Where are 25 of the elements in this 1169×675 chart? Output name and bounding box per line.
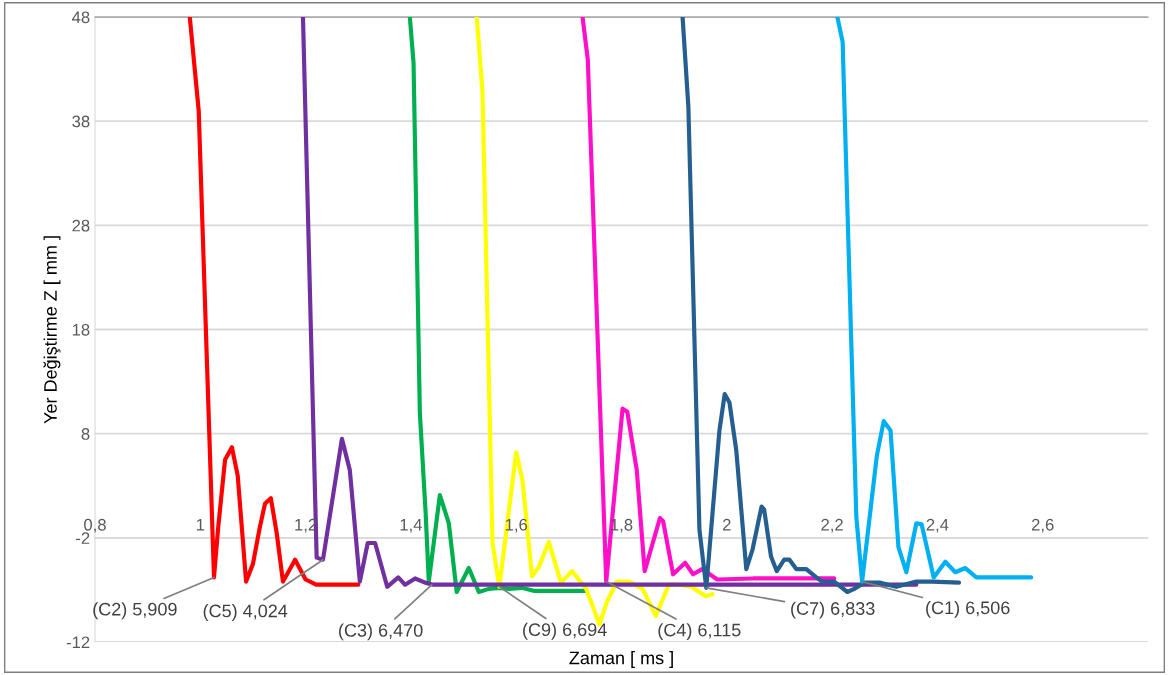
- x-axis-title: Zaman [ ms ]: [569, 651, 673, 668]
- x-tick-label: 2,6: [1031, 518, 1054, 533]
- annotation: (C1) 6,506: [926, 600, 1010, 618]
- line-series: [680, 17, 962, 595]
- x-tick-label: 1,4: [400, 519, 422, 533]
- annotation: (C9) 6,694: [523, 622, 607, 640]
- annotation: (C2) 5,909: [93, 602, 177, 620]
- annotation: (C5) 4,024: [203, 604, 288, 621]
- x-tick-label: 2: [723, 518, 731, 531]
- annotation: (C4) 6,115: [658, 623, 741, 640]
- y-tick-label: 38: [72, 115, 90, 128]
- x-tick-label: 2,4: [926, 518, 949, 533]
- annotation: (C3) 6,470: [339, 623, 423, 641]
- x-tick-label: 1: [196, 519, 205, 531]
- y-tick-label: -2: [76, 532, 90, 544]
- y-tick-label: 8: [81, 428, 90, 440]
- y-tick-label: -12: [66, 636, 90, 649]
- y-tick-label: 48: [71, 11, 90, 24]
- annotation: (C7) 6,833: [791, 601, 875, 619]
- y-axis-title: Yer Değiştirme Z [ mm ]: [43, 236, 61, 424]
- x-tick-label: 0,8: [84, 518, 106, 533]
- line-series: [187, 17, 361, 587]
- y-tick-label: 28: [72, 219, 90, 232]
- x-tick-label: 2,2: [821, 518, 843, 533]
- y-tick-label: 18: [72, 323, 90, 336]
